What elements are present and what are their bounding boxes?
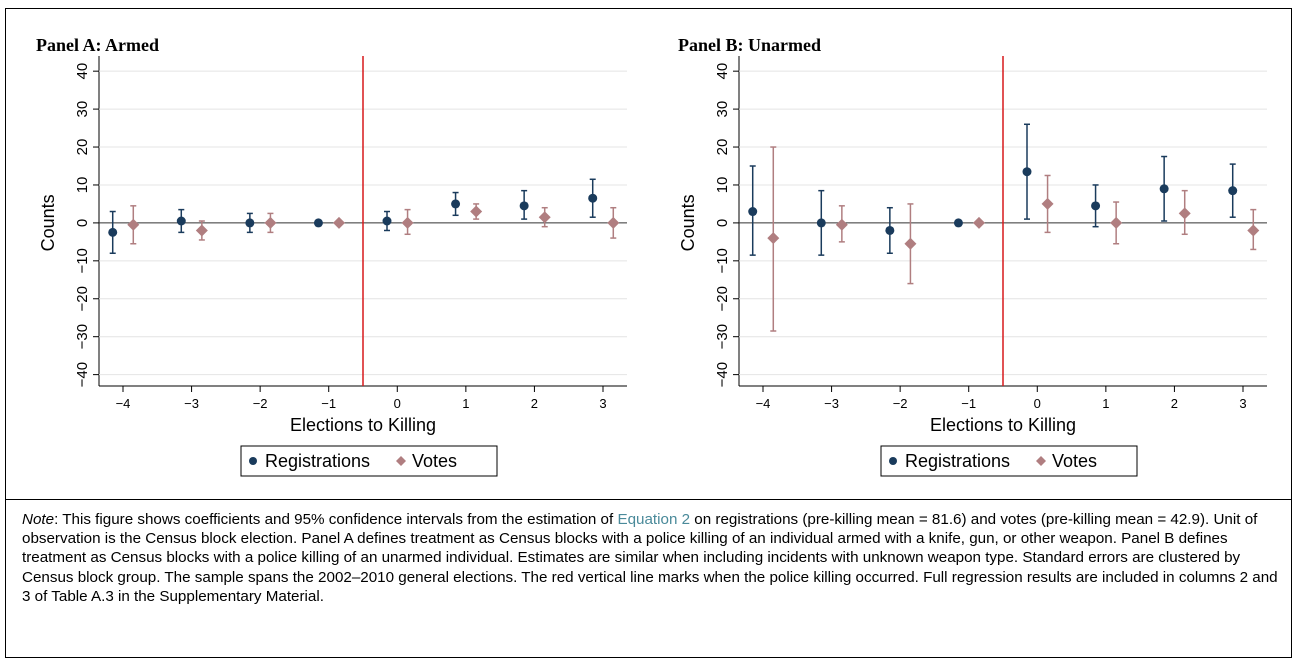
panel-a-votes-point (607, 216, 620, 229)
note-label: Note (22, 511, 55, 528)
panel-b-votes-point (767, 232, 780, 245)
panel-b-x-tick-label: −1 (961, 396, 976, 411)
panel-a-x-tick-label: 1 (462, 396, 469, 411)
panel-b-votes-point (1247, 224, 1260, 237)
panel-a-votes-point (401, 216, 414, 229)
panel-b-x-tick-label: −2 (893, 396, 908, 411)
panel-b-registrations-point (1228, 186, 1238, 196)
panel-b-registrations-point (748, 207, 758, 217)
panel-b-title: Panel B: Unarmed (678, 35, 821, 55)
panel-b-votes-point (1110, 216, 1123, 229)
panel-a-y-tick-label: −30 (74, 324, 91, 349)
panel-a-registrations-point (519, 201, 529, 211)
panel-b-x-tick-label: −3 (824, 396, 839, 411)
panel-b-votes-point (904, 237, 917, 250)
panel-b-x-tick-label: 1 (1102, 396, 1109, 411)
panel-b-y-tick-label: −40 (714, 362, 731, 387)
panel-b-legend-registrations-marker (889, 457, 897, 465)
panel-b-legend-registrations-label: Registrations (905, 451, 1010, 471)
panel-b-y-tick-label: 10 (714, 177, 731, 194)
note-text-after: on registrations (pre-killing mean = 81.… (22, 511, 1278, 605)
panel-a-x-tick-label: 2 (531, 396, 538, 411)
panel-a-x-tick-label: −2 (253, 396, 268, 411)
panel-b-votes-point (1041, 197, 1054, 210)
panel-a-legend-box (240, 445, 498, 477)
panel-b-registrations-point (1022, 167, 1032, 177)
panel-a-x-tick-label: 3 (599, 396, 606, 411)
panel-b-legend-votes-label: Votes (1052, 451, 1097, 471)
panel-a-y-tick-label: 30 (74, 101, 91, 118)
panel-b-registrations-point (953, 218, 963, 228)
panel-a-x-tick-label: 0 (394, 396, 401, 411)
panel-a-legend-votes-label: Votes (412, 451, 457, 471)
panel-b-y-tick-label: 40 (714, 63, 731, 80)
panel-b-y-tick-label: −30 (714, 324, 731, 349)
panel-a-registrations-point (451, 199, 461, 209)
panel-a-registrations-point (245, 218, 255, 228)
panel-a-registrations-point (176, 216, 186, 226)
figure-note: Note: This figure shows coefficients and… (22, 510, 1284, 606)
panel-a-title: Panel A: Armed (36, 35, 159, 55)
panel-b-y-axis-label: Counts (678, 194, 698, 251)
panel-a-y-axis-label: Counts (38, 194, 58, 251)
panel-a-y-tick-label: 0 (74, 219, 91, 227)
panel-a-votes-point (538, 211, 551, 224)
panel-a-legend-registrations-label: Registrations (265, 451, 370, 471)
note-text-before: : This figure shows coefficients and 95%… (54, 511, 618, 528)
panel-b-registrations-point (1159, 184, 1169, 194)
panel-b-registrations-point (885, 225, 895, 235)
panel-a-registrations-point (313, 218, 323, 228)
panel-b-legend-box (880, 445, 1138, 477)
panel-a-votes-point (264, 216, 277, 229)
panel-b-y-tick-label: 30 (714, 101, 731, 118)
figure-frame: Panel A: Armed Panel B: Unarmed (5, 8, 1292, 658)
note-divider (6, 499, 1291, 500)
panel-a-x-tick-label: −4 (116, 396, 131, 411)
panel-a-y-tick-label: −20 (74, 286, 91, 311)
panel-b-votes-point (835, 218, 848, 231)
panel-b-y-tick-label: 0 (714, 219, 731, 227)
panel-a-votes-point (333, 216, 345, 229)
panel-a-legend-votes-marker (396, 456, 406, 466)
panel-a-y-tick-label: 10 (74, 177, 91, 194)
panel-b-x-tick-label: 2 (1171, 396, 1178, 411)
panel-a-y-tick-label: −40 (74, 362, 91, 387)
panel-b-x-tick-label: 3 (1239, 396, 1246, 411)
panel-a-legend-registrations-marker (249, 457, 257, 465)
panel-b-legend-votes-marker (1036, 456, 1046, 466)
panel-a-registrations-point (382, 216, 392, 226)
panel-b-registrations-point (1091, 201, 1101, 211)
equation-link[interactable]: Equation 2 (617, 511, 691, 528)
panel-a-y-tick-label: 40 (74, 63, 91, 80)
panel-b-x-axis-label: Elections to Killing (930, 415, 1076, 435)
panel-a-x-tick-label: −1 (321, 396, 336, 411)
panel-a-registrations-point (108, 227, 118, 237)
panel-a-votes-point (195, 224, 208, 237)
panel-b-x-tick-label: 0 (1034, 396, 1041, 411)
panel-b-votes-point (1178, 207, 1191, 220)
panel-a-y-tick-label: 20 (74, 139, 91, 156)
panel-b-x-tick-label: −4 (756, 396, 771, 411)
panel-b-y-tick-label: −10 (714, 248, 731, 273)
panel-a-registrations-point (588, 193, 598, 203)
panel-b-y-tick-label: −20 (714, 286, 731, 311)
panel-a-votes-point (127, 218, 140, 231)
panel-a-y-tick-label: −10 (74, 248, 91, 273)
panel-a-votes-point (470, 205, 483, 218)
panel-a-x-tick-label: −3 (184, 396, 199, 411)
panel-b-y-tick-label: 20 (714, 139, 731, 156)
panel-b-registrations-point (816, 218, 826, 228)
panel-a-x-axis-label: Elections to Killing (290, 415, 436, 435)
panel-b-votes-point (973, 216, 985, 229)
